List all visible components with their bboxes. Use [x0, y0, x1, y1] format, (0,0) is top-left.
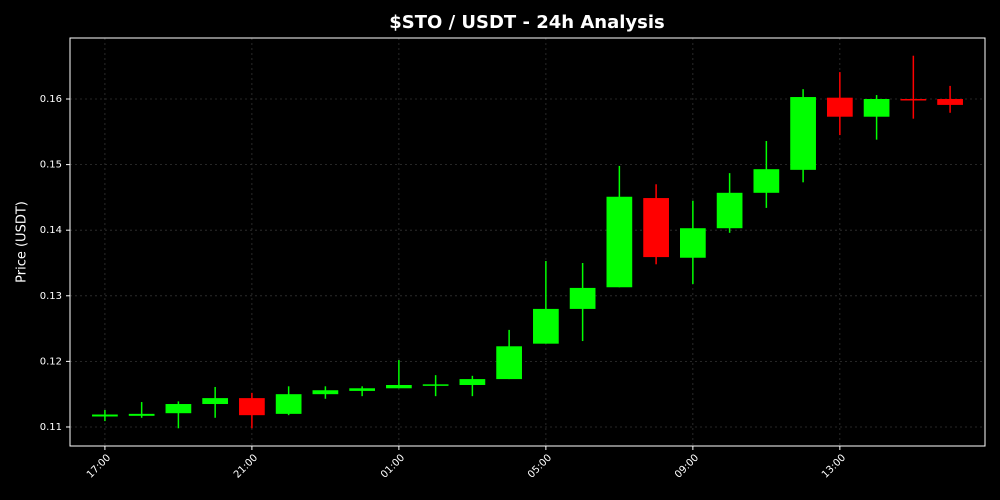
candle-body — [275, 394, 302, 414]
candle-body — [643, 198, 669, 258]
candle-body — [680, 228, 706, 258]
candle-body — [349, 388, 375, 391]
candle-body — [716, 192, 743, 229]
y-tick-label: 0.14 — [40, 225, 62, 236]
candle-body — [239, 398, 265, 416]
candle-body — [459, 379, 486, 385]
candle-body — [312, 390, 339, 395]
candle-body — [386, 384, 412, 389]
candle-body — [937, 99, 963, 105]
candle-body — [826, 97, 853, 117]
y-tick-label: 0.15 — [40, 160, 62, 171]
plot-frame — [69, 37, 986, 447]
candle-body — [422, 384, 449, 386]
candle-body — [92, 414, 118, 417]
y-tick-label: 0.13 — [40, 291, 62, 302]
candle-body — [606, 196, 633, 288]
candle-body — [569, 287, 596, 309]
candle-body — [863, 99, 890, 117]
y-tick-label: 0.11 — [40, 422, 62, 433]
y-axis-label: Price (USDT) — [15, 201, 30, 283]
y-tick-label: 0.12 — [40, 356, 62, 367]
candle-body — [202, 398, 229, 405]
y-tick-label: 0.16 — [40, 94, 62, 105]
candle-body — [128, 413, 155, 416]
candle-body — [496, 346, 522, 380]
candle-body — [790, 97, 816, 170]
candle-body — [533, 308, 559, 344]
candle-body — [753, 169, 780, 193]
candle-body — [900, 99, 927, 101]
chart-title: $STO / USDT - 24h Analysis — [389, 12, 665, 33]
candle-body — [165, 404, 192, 414]
